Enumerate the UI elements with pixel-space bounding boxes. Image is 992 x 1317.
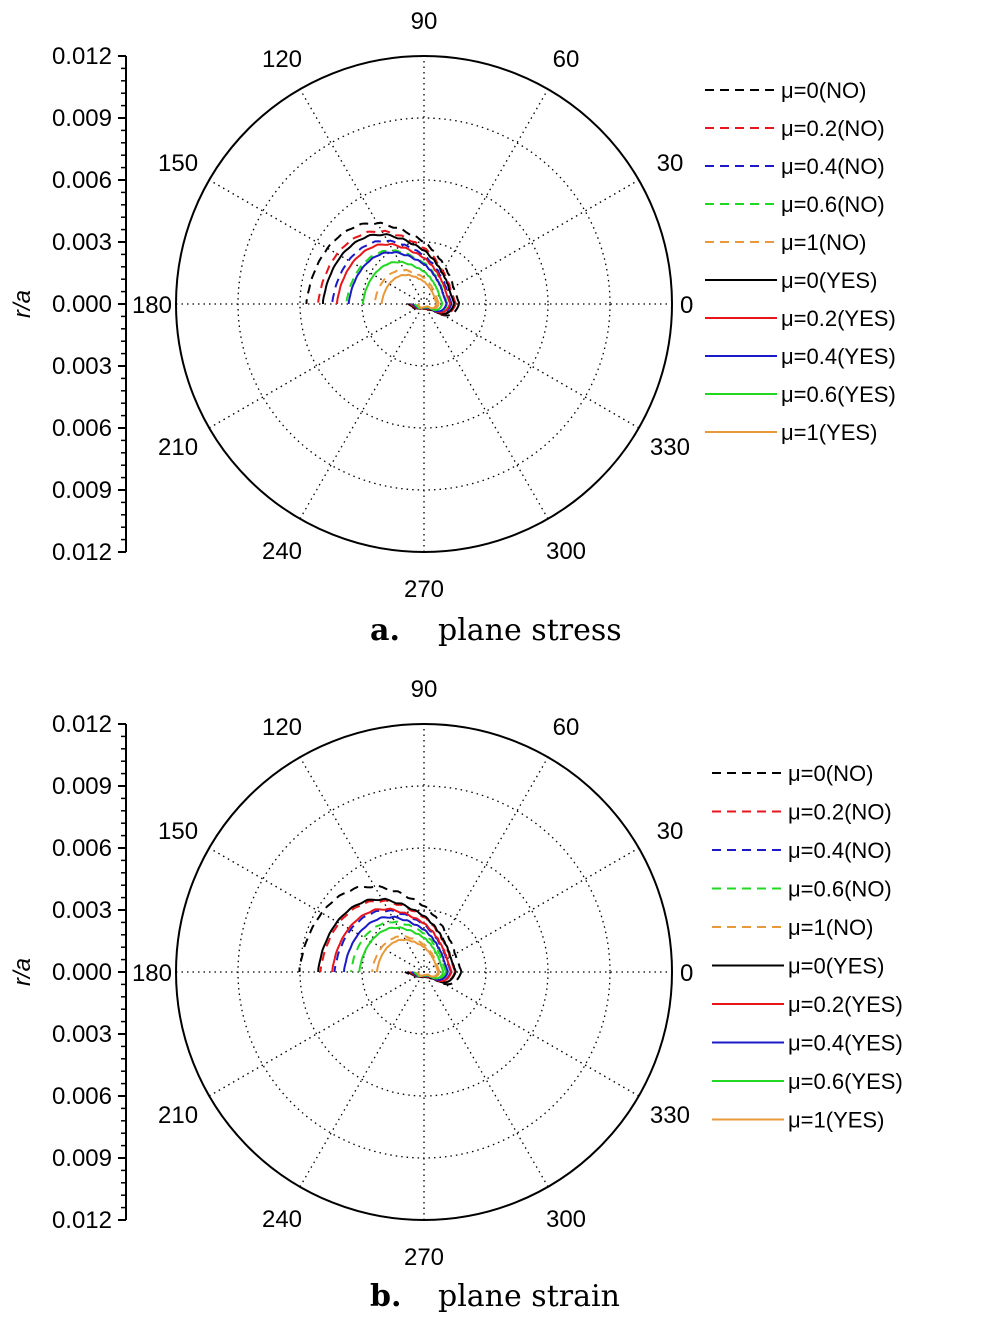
radial-tick-label: 0.012 [52,43,112,70]
angle-label: 300 [546,538,586,565]
panel-caption: b. plane strain [370,1279,620,1314]
angle-label: 150 [158,150,198,177]
legend-label: μ=1(YES) [781,420,877,445]
radial-axis-label: r/a [9,958,36,986]
grid-circle [299,847,549,1097]
grid-spoke [208,179,640,429]
radial-tick-label: 0.000 [52,291,112,318]
radial-tick-label: 0.012 [52,711,112,738]
legend-label: μ=0(NO) [781,78,866,103]
legend-label: μ=0(YES) [788,954,884,979]
angle-labels: 0 30 60 90 120 150 180 210 240 270 300 330 [132,8,693,603]
series-curves [305,221,461,317]
angle-label: 60 [553,46,580,73]
radial-tick-label: 0.009 [52,1145,112,1172]
legend-label: μ=1(NO) [781,230,866,255]
angle-label: 270 [404,1244,444,1271]
polar-grid [176,724,672,1220]
legend-label: μ=0(NO) [788,761,873,786]
angle-label: 330 [650,434,690,461]
angle-label: 240 [262,538,302,565]
caption-text: plane stress [438,613,622,648]
radial-tick-label: 0.009 [52,105,112,132]
angle-label: 300 [546,1206,586,1233]
caption-letter: b. [370,1279,401,1314]
legend-label: μ=0.4(NO) [781,154,885,179]
series-line [380,273,438,310]
angle-label: 240 [262,1206,302,1233]
polar-outer-circle [175,723,673,1221]
legend-label: μ=0.2(NO) [781,116,885,141]
radial-tick-label: 0.003 [52,897,112,924]
panel-a: 0.012 0.009 0.006 0.003 0.000 0.003 0.006 0.009… [9,8,896,648]
radial-tick-label: 0.006 [52,835,112,862]
angle-label: 0 [680,292,693,319]
legend-label: μ=1(YES) [788,1108,884,1133]
legend-label: μ=0.6(NO) [781,192,885,217]
radial-tick-label: 0.000 [52,959,112,986]
legend-label: μ=0.2(YES) [788,992,903,1017]
legend-label: μ=0.2(NO) [788,800,892,825]
legend-label: μ=0.2(YES) [781,306,896,331]
angle-label: 330 [650,1102,690,1129]
angle-label: 150 [158,818,198,845]
grid-circle [361,241,487,367]
panel-b: 0.012 0.009 0.006 0.003 0.000 0.003 0.006 0.009… [9,676,903,1314]
legend: μ=0(NO) μ=0.2(NO) μ=0.4(NO) μ=0.6(NO) μ=1(NO… [712,761,903,1133]
radial-tick-label: 0.009 [52,773,112,800]
radial-tick-label: 0.006 [52,415,112,442]
angle-label: 270 [404,576,444,603]
angle-label: 30 [657,818,684,845]
radial-tick-label: 0.006 [52,1083,112,1110]
angle-label: 90 [411,8,438,35]
legend-label: μ=0.6(NO) [788,877,892,902]
angle-labels: 0 30 60 90 120 150 180 210 240 270 300 330 [132,676,693,1271]
angle-label: 210 [158,434,198,461]
grid-circle [361,909,487,1035]
radial-axis-label: r/a [9,290,36,318]
angle-label: 120 [262,714,302,741]
angle-label: 210 [158,1102,198,1129]
legend-label: μ=0.4(YES) [788,1031,903,1056]
legend-label: μ=0.4(NO) [788,838,892,863]
legend-label: μ=0.6(YES) [781,382,896,407]
grid-spoke [208,847,640,1097]
legend-label: μ=1(NO) [788,915,873,940]
angle-label: 60 [553,714,580,741]
radial-tick-label: 0.003 [52,229,112,256]
series-line [376,938,440,978]
radial-tick-label: 0.003 [52,1021,112,1048]
caption-text: plane strain [438,1279,620,1314]
legend-label: μ=0.4(YES) [781,344,896,369]
radial-tick-label: 0.003 [52,353,112,380]
radial-tick-label: 0.009 [52,477,112,504]
angle-label: 180 [132,960,172,987]
legend-label: μ=0.6(YES) [788,1069,903,1094]
angle-label: 90 [411,676,438,703]
series-curves [298,884,463,986]
radial-scale-axis: 0.012 0.009 0.006 0.003 0.000 0.003 0.006 0.009… [52,711,127,1234]
legend-label: μ=0(YES) [781,268,877,293]
polar-outer-circle [175,55,673,553]
angle-label: 30 [657,150,684,177]
grid-circle [299,179,549,429]
polar-grid [176,56,672,552]
legend: μ=0(NO) μ=0.2(NO) μ=0.4(NO) μ=0.6(NO) μ=1(NO… [705,78,896,445]
angle-label: 0 [680,960,693,987]
radial-tick-label: 0.006 [52,167,112,194]
radial-tick-label: 0.012 [52,1207,112,1234]
angle-label: 120 [262,46,302,73]
radial-scale-axis: 0.012 0.009 0.006 0.003 0.000 0.003 0.006 0.009… [52,43,127,566]
panel-caption: a. plane stress [370,613,622,648]
caption-letter: a. [370,613,400,648]
angle-label: 180 [132,292,172,319]
radial-tick-label: 0.012 [52,539,112,566]
